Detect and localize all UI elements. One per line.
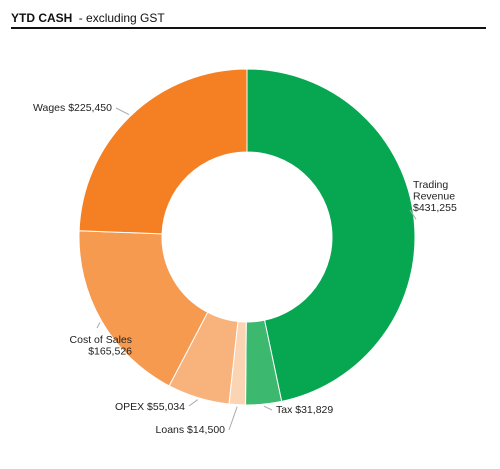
slice-cost-of-sales[interactable]	[78, 230, 209, 387]
leader-lines	[96, 107, 417, 431]
label-opex: OPEX $55,034	[115, 401, 185, 413]
slice-trading-revenue[interactable]	[246, 68, 416, 402]
label-tax: Tax $31,829	[276, 404, 333, 416]
label-wages: Wages $225,450	[33, 102, 112, 114]
label-loans: Loans $14,500	[156, 424, 226, 436]
leader-loans	[228, 406, 238, 431]
slice-wages[interactable]	[78, 68, 248, 235]
chart-subtitle: - excluding GST	[78, 11, 165, 25]
chart-title: YTD CASH	[11, 11, 73, 25]
leader-trading-revenue	[409, 209, 417, 220]
slice-labels: Trading Revenue $431,255 Tax $31,829 Loans $…	[33, 102, 457, 436]
leader-tax	[263, 405, 273, 411]
donut-slices	[78, 68, 416, 406]
label-trading-revenue: Trading Revenue $431,255	[413, 179, 457, 214]
label-cost-of-sales: Cost of Sales $165,526	[70, 334, 133, 358]
leader-cost-of-sales	[96, 322, 101, 329]
leader-opex	[188, 399, 198, 407]
chart-header: YTD CASH - excluding GST	[11, 9, 486, 29]
leader-wages	[115, 107, 130, 116]
